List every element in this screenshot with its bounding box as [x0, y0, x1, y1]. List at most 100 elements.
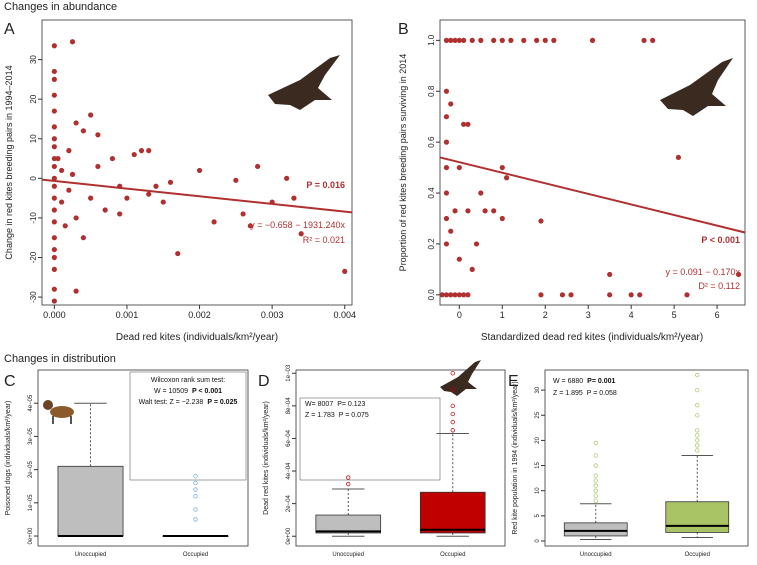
- point: [62, 223, 68, 229]
- y-axis-label: Poisoned dogs (individuals/km²/year): [5, 401, 12, 516]
- outlier: [695, 438, 700, 443]
- annotation-part: y = 0.091 − 0.170x: [665, 267, 740, 277]
- point: [284, 175, 290, 181]
- y-tick-label: 10: [29, 134, 38, 143]
- point: [51, 254, 57, 261]
- point: [607, 271, 613, 278]
- point: [196, 167, 203, 174]
- plot-frame: [439, 19, 746, 306]
- x-tick-label: 3: [586, 310, 591, 320]
- annotation: W = 10509 P < 0.001: [154, 388, 222, 395]
- point: [478, 190, 484, 196]
- x-axis-label: Dead red kites (individuals/km²/year): [116, 332, 278, 343]
- point: [461, 37, 467, 43]
- point: [117, 211, 123, 217]
- inset-frame: [299, 397, 441, 481]
- point: [452, 292, 458, 298]
- outlier: [593, 498, 598, 503]
- outlier: [193, 517, 198, 522]
- point: [469, 37, 475, 43]
- point: [443, 88, 450, 94]
- y-tick-label: 1e−05: [28, 494, 34, 512]
- point: [146, 191, 152, 197]
- point: [138, 148, 145, 154]
- outlier: [695, 387, 700, 393]
- panel-letter: C: [4, 373, 16, 390]
- point: [342, 268, 348, 274]
- point: [102, 207, 108, 213]
- y-tick-label: 20: [535, 436, 541, 443]
- annotation-part: P = 0.016: [306, 180, 345, 190]
- point: [51, 175, 57, 181]
- point: [51, 235, 57, 241]
- outlier: [193, 507, 198, 512]
- point: [59, 199, 65, 205]
- point: [73, 288, 79, 294]
- point: [247, 223, 253, 229]
- annotation-part: Walt test: Z = −2.238: [139, 399, 204, 406]
- outlier: [193, 494, 198, 499]
- point: [637, 292, 643, 298]
- x-axis-label: Standardized dead red kites (individuals…: [481, 332, 703, 343]
- annotation-part: D² = 0.112: [698, 281, 740, 291]
- y-tick-label: 0.8: [427, 85, 436, 97]
- point: [55, 155, 61, 162]
- y-axis-label: Dead red kites (individuals/km²/year): [263, 401, 270, 515]
- y-tick-label: 30: [29, 55, 38, 64]
- point: [51, 144, 57, 150]
- fit-line: [439, 156, 746, 234]
- y-tick-label: -20: [29, 251, 38, 263]
- y-tick-label: 0.4: [427, 187, 436, 199]
- dog-icon: [43, 400, 74, 424]
- annotation-part: P = 0.025: [207, 399, 237, 406]
- point: [456, 292, 462, 298]
- panel-letter: D: [258, 373, 270, 390]
- point: [443, 215, 450, 222]
- annotation-part: P = 0.075: [339, 412, 369, 419]
- annotation: Z = 1.783 P = 0.075: [305, 412, 369, 419]
- outlier: [695, 403, 700, 408]
- outlier: [695, 428, 700, 433]
- outlier: [593, 453, 598, 458]
- annotation-part: Z = 1.895: [553, 390, 583, 397]
- point: [51, 43, 57, 49]
- point: [491, 37, 497, 43]
- point: [233, 177, 239, 183]
- outlier: [593, 463, 598, 468]
- point: [51, 136, 57, 142]
- y-tick-label: 10: [535, 487, 541, 494]
- point: [51, 155, 57, 162]
- point: [443, 241, 450, 247]
- annotation-part: R² = 0.021: [303, 235, 345, 245]
- point: [461, 121, 467, 127]
- point: [465, 208, 471, 214]
- point: [73, 215, 79, 221]
- outlier: [450, 403, 455, 409]
- point: [51, 92, 57, 98]
- y-tick-label: 1e−03: [286, 364, 292, 382]
- outlier: [450, 387, 455, 392]
- point: [51, 183, 57, 189]
- point: [298, 231, 304, 237]
- outlier: [193, 487, 198, 492]
- point: [521, 37, 527, 43]
- y-tick-label: -30: [29, 291, 38, 303]
- section-title: Changes in abundance: [4, 1, 117, 13]
- point: [69, 171, 76, 177]
- plot-frame: [544, 369, 749, 547]
- y-tick-label: 6e−04: [286, 429, 292, 447]
- x-tick-label: Occupied: [440, 552, 465, 558]
- point: [291, 195, 297, 201]
- point: [538, 292, 544, 298]
- x-tick-label: 0.000: [43, 310, 66, 320]
- annotation: Z = 1.895 P = 0.058: [553, 390, 617, 397]
- point: [240, 211, 246, 217]
- point: [499, 37, 505, 43]
- y-tick-label: 0.6: [427, 136, 436, 148]
- point: [51, 286, 57, 292]
- y-axis-label: Change in red kites breeding pairs in 19…: [4, 65, 14, 259]
- outlier: [695, 413, 700, 418]
- y-tick-label: 2e−05: [28, 461, 34, 479]
- point: [167, 179, 174, 185]
